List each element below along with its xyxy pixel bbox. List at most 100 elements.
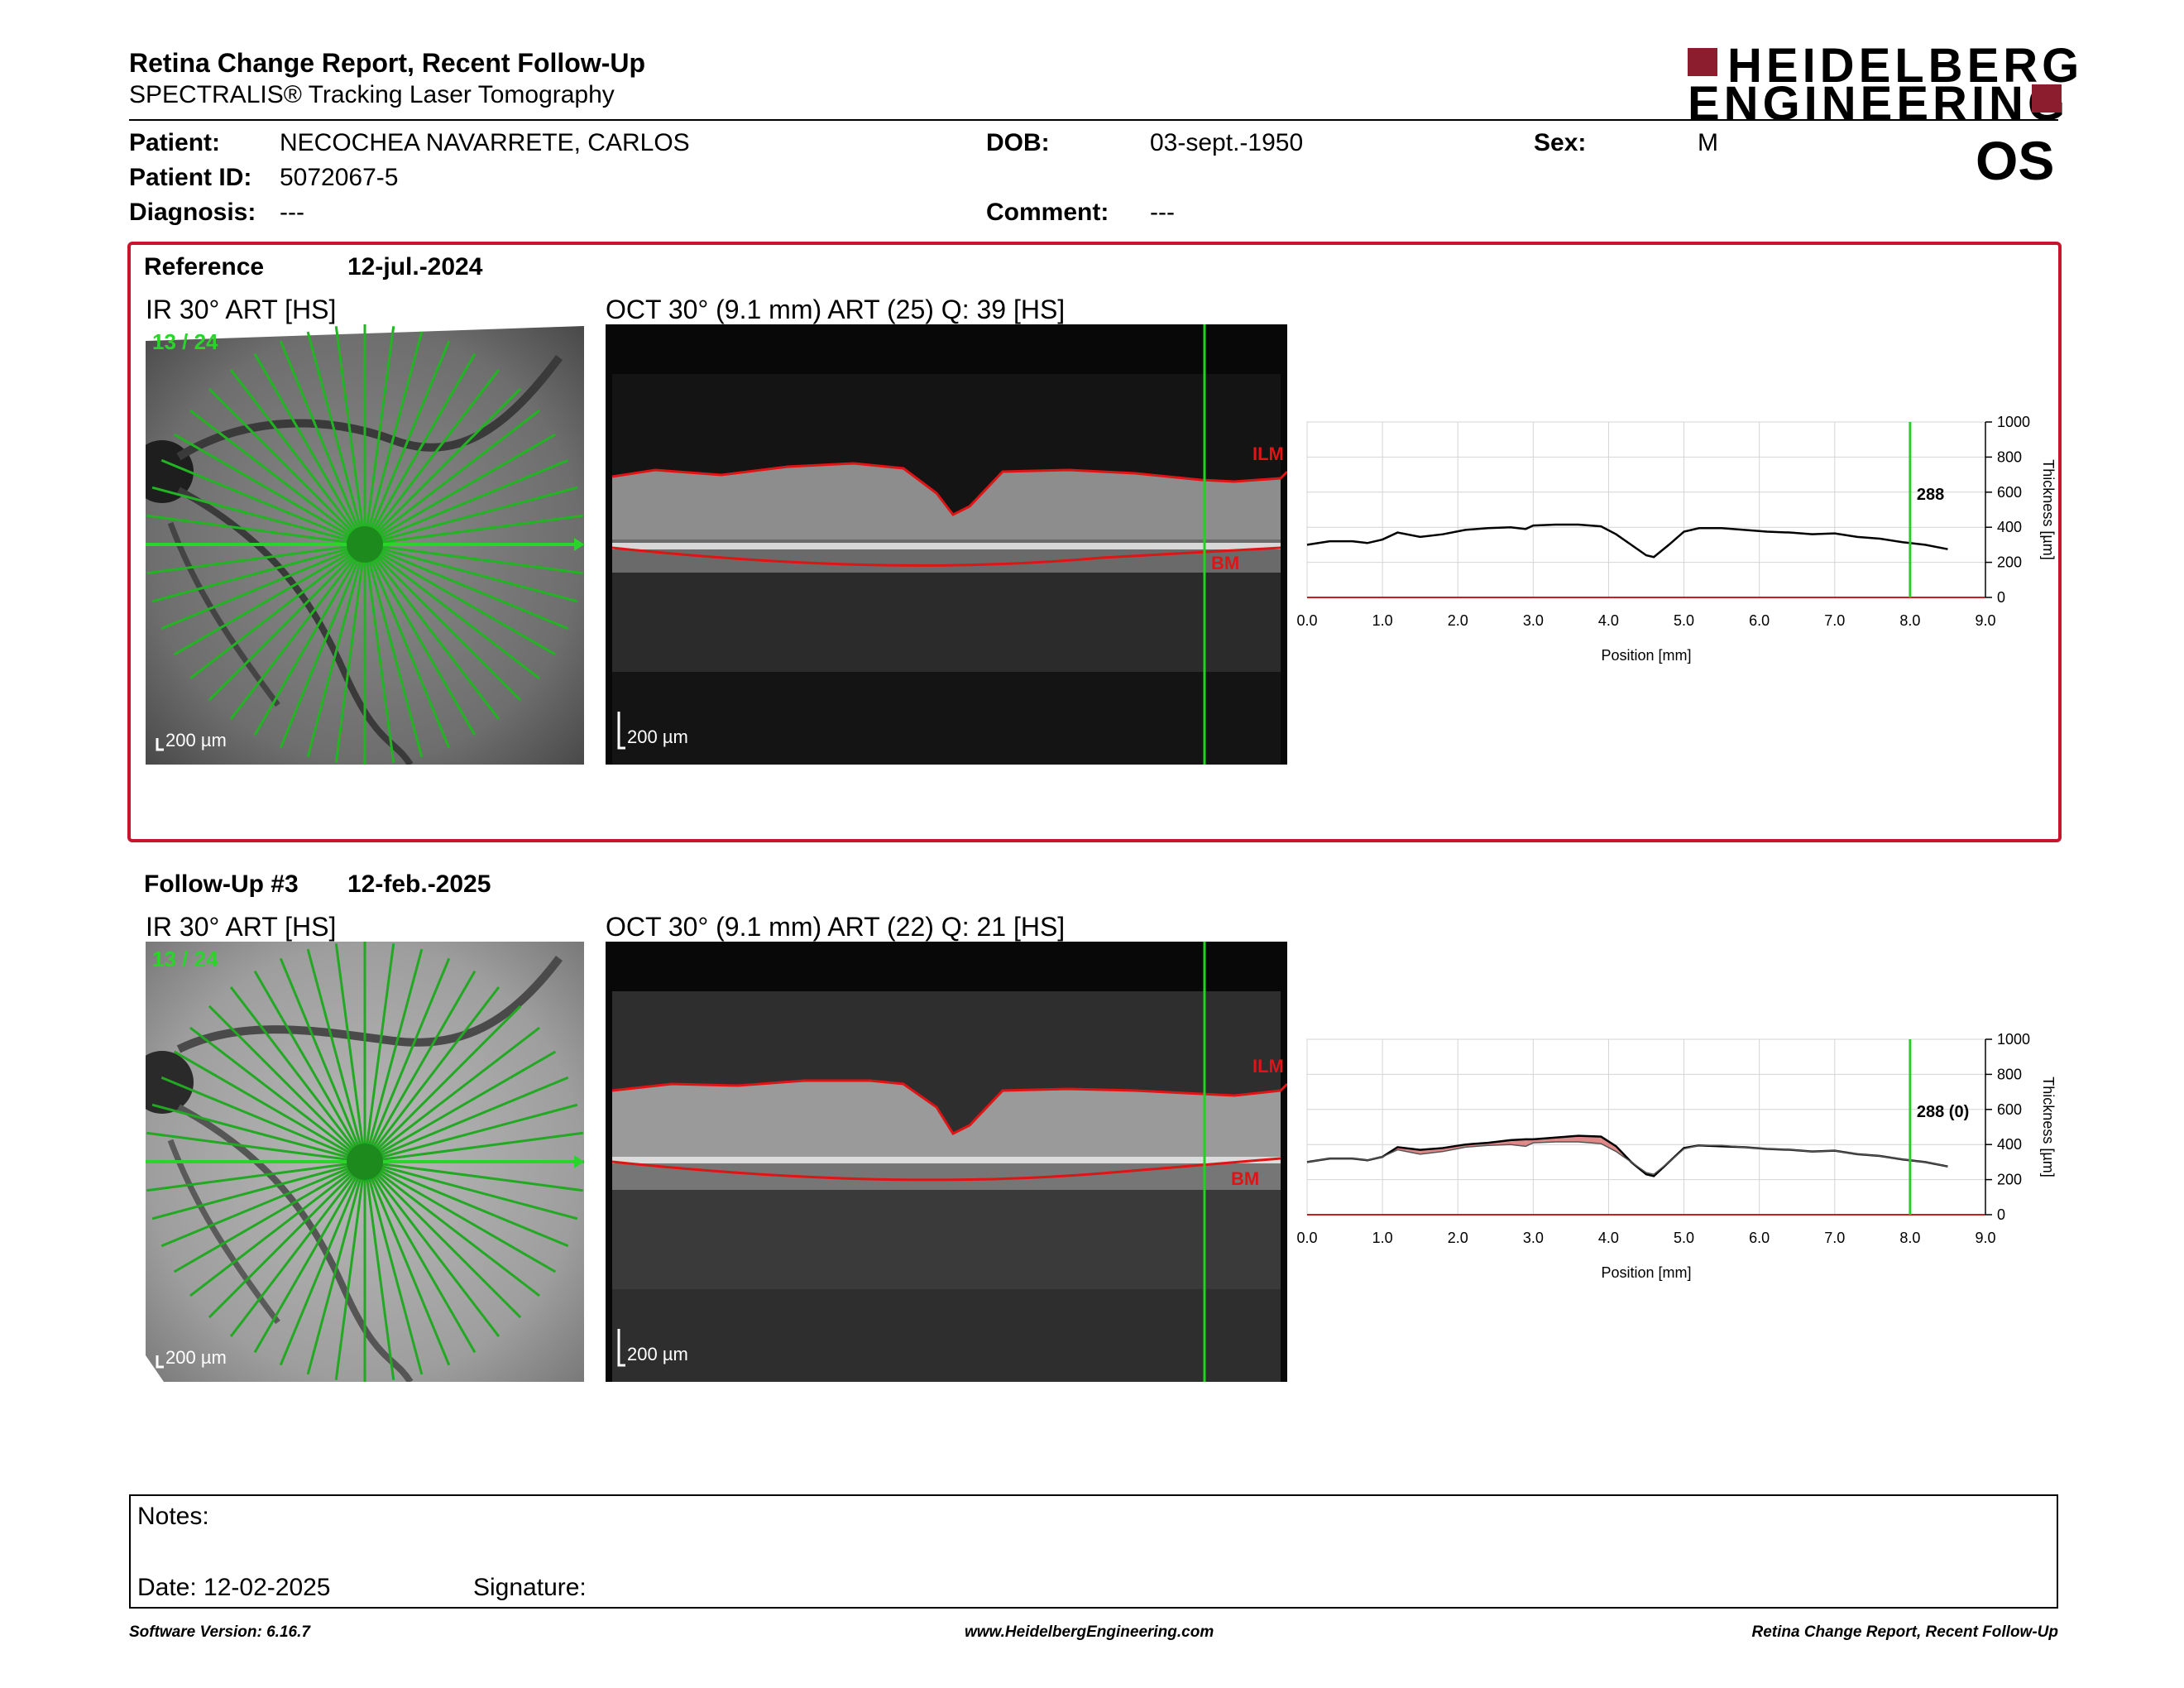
followup-date: 12-feb.-2025 [347, 870, 491, 898]
reference-oct-title: OCT 30° (9.1 mm) ART (25) Q: 39 [HS] [606, 295, 1066, 324]
chart-x-tick-label: 5.0 [1674, 612, 1694, 629]
report-title: Retina Change Report, Recent Follow-Up [129, 48, 646, 78]
reference-ir-title: IR 30° ART [HS] [146, 295, 337, 324]
chart-x-tick-label: 2.0 [1448, 1230, 1468, 1246]
chart-x-axis-label: Position [mm] [1601, 647, 1691, 664]
reference-thickness-chart: 0.0 1.0 2.0 3.0 4.0 5.0 6.0 7.0 8.0 9.00 200 400 600… [1296, 414, 2057, 664]
patient-name-label: Patient: [129, 129, 221, 156]
comment-label: Comment: [986, 199, 1109, 226]
reference-ir-fundus-image: 13 / 24 200 µm [146, 324, 584, 765]
notes-box[interactable]: Notes: Date: 12-02-2025 Signature: [129, 1494, 2058, 1609]
heidelberg-logo: HEIDELBERG ENGINEERING [1688, 42, 2079, 128]
chart-x-tick-label: 3.0 [1523, 1230, 1544, 1246]
chart-y-tick-label: 1000 [1997, 1031, 2030, 1048]
chart-x-axis-label: Position [mm] [1601, 1264, 1691, 1281]
followup-scan-index: 13 / 24 [152, 947, 218, 971]
dob-value: 03-sept.-1950 [1150, 129, 1304, 156]
logo-square-bottom [2032, 84, 2062, 113]
chart-y-tick-label: 0 [1997, 1206, 2005, 1223]
thickness-change-area [1601, 1136, 1616, 1152]
followup-oct-scale-marker [617, 1329, 625, 1367]
reference-oct-scale: 200 µm [627, 727, 688, 747]
diagnosis-value: --- [280, 199, 304, 226]
followup-oct-title: OCT 30° (9.1 mm) ART (22) Q: 21 [HS] [606, 912, 1066, 942]
chart-cursor-value: 288 (0) [1917, 1103, 1969, 1121]
reference-date: 12-jul.-2024 [347, 253, 483, 281]
chart-x-tick-label: 9.0 [1975, 612, 1995, 629]
followup-ir-fundus-image: 13 / 24 200 µm [146, 942, 584, 1382]
reference-bm-label: BM [1211, 553, 1239, 573]
reference-ilm-label: ILM [1252, 444, 1284, 464]
footer-website[interactable]: www.HeidelbergEngineering.com [965, 1623, 1214, 1641]
followup-ilm-line [611, 1079, 1287, 1135]
chart-x-tick-label: 6.0 [1749, 612, 1770, 629]
chart-x-tick-label: 7.0 [1824, 1230, 1845, 1246]
reference-label: Reference [144, 253, 265, 281]
patient-id-label: Patient ID: [129, 164, 252, 191]
chart-x-tick-label: 4.0 [1598, 612, 1619, 629]
followup-oct-scale: 200 µm [627, 1344, 688, 1364]
chart-y-tick-label: 400 [1997, 1136, 2022, 1153]
eye-laterality: OS [1976, 130, 2055, 191]
followup-ir-scale-marker [156, 1355, 164, 1369]
chart-x-tick-label: 0.0 [1296, 612, 1317, 629]
chart-x-tick-label: 0.0 [1296, 1230, 1317, 1246]
chart-y-tick-label: 400 [1997, 519, 2022, 535]
sex-value: M [1698, 129, 1718, 156]
followup-ir-scale: 200 µm [165, 1347, 227, 1368]
patient-name: NECOCHEA NAVARRETE, CARLOS [280, 129, 690, 156]
reference-oct-bscan-image: ILM BM 200 µm [606, 324, 1287, 765]
chart-x-tick-label: 8.0 [1899, 1230, 1920, 1246]
chart-y-tick-label: 0 [1997, 589, 2005, 606]
followup-bm-label: BM [1231, 1168, 1259, 1189]
chart-y-axis-label: Thickness [µm] [2040, 459, 2057, 559]
chart-x-tick-label: 6.0 [1749, 1230, 1770, 1246]
reference-oct-scale-marker [617, 712, 625, 750]
followup-thickness-chart: 0.0 1.0 2.0 3.0 4.0 5.0 6.0 7.0 8.0 9.00 200 400 600… [1296, 1031, 2057, 1281]
notes-date: Date: 12-02-2025 [137, 1574, 331, 1601]
chart-y-tick-label: 800 [1997, 1066, 2022, 1082]
reference-ir-scale: 200 µm [165, 730, 227, 750]
sex-label: Sex: [1534, 129, 1587, 156]
report-subtitle: SPECTRALIS® Tracking Laser Tomography [129, 81, 615, 108]
header-rule [129, 119, 2058, 121]
thickness-series-line [1306, 1141, 1948, 1176]
chart-x-tick-label: 2.0 [1448, 612, 1468, 629]
chart-y-tick-label: 600 [1997, 1101, 2022, 1118]
notes-label: Notes: [137, 1503, 209, 1530]
reference-bm-line [611, 546, 1281, 567]
chart-x-tick-label: 8.0 [1899, 612, 1920, 629]
followup-oct-bscan-image: ILM BM 200 µm [606, 942, 1287, 1382]
followup-ir-title: IR 30° ART [HS] [146, 912, 337, 942]
chart-x-tick-label: 9.0 [1975, 1230, 1995, 1246]
comment-value: --- [1150, 199, 1175, 226]
chart-plot-area [1306, 421, 1986, 598]
chart-x-tick-label: 1.0 [1372, 612, 1393, 629]
chart-y-tick-label: 200 [1997, 1172, 2022, 1188]
chart-plot-area [1306, 1038, 1986, 1216]
logo-line-1: HEIDELBERG [1727, 39, 2084, 93]
followup-ilm-label: ILM [1252, 1056, 1284, 1077]
reference-ilm-line [611, 462, 1287, 516]
chart-x-tick-label: 4.0 [1598, 1230, 1619, 1246]
chart-y-tick-label: 600 [1997, 484, 2022, 501]
chart-x-tick-label: 3.0 [1523, 612, 1544, 629]
footer-report-name: Retina Change Report, Recent Follow-Up [1751, 1623, 2058, 1641]
reference-panel-frame [127, 242, 2062, 842]
followup-label: Follow-Up #3 [144, 870, 299, 898]
chart-x-tick-label: 1.0 [1372, 1230, 1393, 1246]
footer-software-version: Software Version: 6.16.7 [129, 1623, 310, 1641]
thickness-series-line [1306, 523, 1948, 559]
thickness-change-area [1578, 1135, 1602, 1144]
chart-y-tick-label: 1000 [1997, 414, 2030, 430]
chart-x-tick-label: 7.0 [1824, 612, 1845, 629]
reference-scan-index: 13 / 24 [152, 329, 218, 354]
diagnosis-label: Diagnosis: [129, 199, 256, 226]
chart-y-axis-label: Thickness [µm] [2040, 1077, 2057, 1177]
followup-bm-line [611, 1157, 1281, 1182]
logo-square-top [1688, 48, 1717, 76]
chart-x-tick-label: 5.0 [1674, 1230, 1694, 1246]
thickness-change-area [1525, 1139, 1534, 1147]
reference-ir-scale-marker [156, 738, 164, 751]
chart-y-tick-label: 800 [1997, 448, 2022, 465]
